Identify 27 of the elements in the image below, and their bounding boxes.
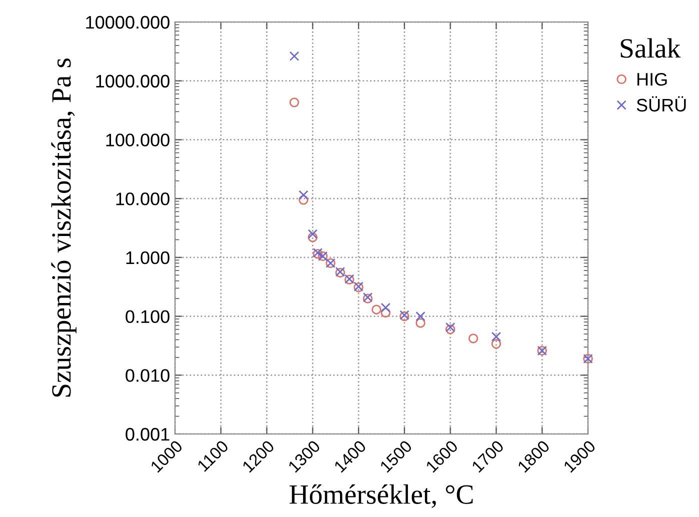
y-tick-label: 0.001 [126,428,170,441]
point [416,318,426,328]
y-axis-title: Szuszpenzió viszkozitása, Pa s [51,58,76,397]
point [298,195,308,205]
point [289,98,300,108]
point [289,51,300,61]
point [491,339,502,349]
y-tick-label: 1.000 [126,251,170,264]
y-tick-label: 10000.000 [86,16,170,29]
point [468,334,478,344]
point [380,302,390,313]
legend-label: HIG [637,72,667,86]
point [308,229,318,239]
y-tick-label: 100.000 [106,134,170,146]
point [416,311,426,322]
point [298,190,308,200]
point [308,232,318,242]
y-tick-label: 0.100 [126,310,170,324]
x-axis-title: Hőmérséklet, °C [290,484,473,508]
y-tick-label: 0.010 [126,369,170,382]
point [372,304,382,314]
legend-label: SÜRÜ [636,96,686,112]
y-tick-label: 10.000 [116,192,170,206]
point [380,308,390,318]
legend-title: Salak [620,38,681,58]
y-tick-label: 1000.000 [96,74,170,88]
point [491,332,502,342]
